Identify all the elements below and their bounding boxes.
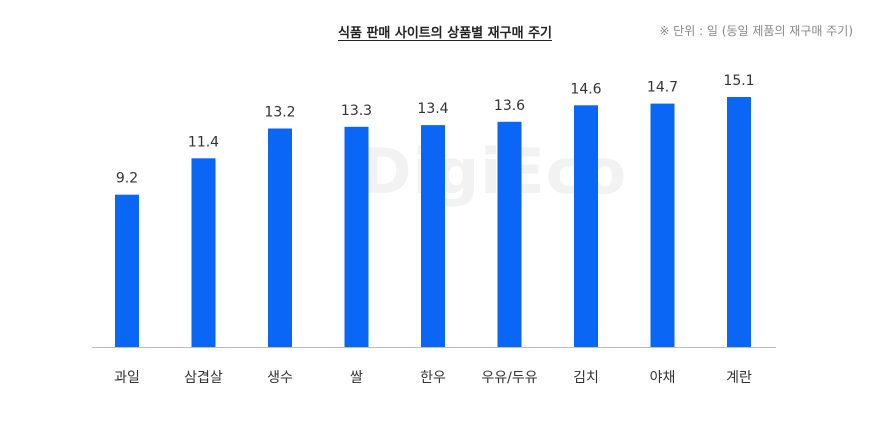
bar-1 [191, 158, 216, 347]
data-label-8: 15.1 [723, 73, 754, 89]
labels-layer: 9.2 과일 11.4 삼겹살 13.2 생수 13.3 쌀 13.4 한우 13.6 우유/두유 14… [114, 73, 754, 386]
bar-0 [115, 194, 139, 347]
bar-7 [650, 103, 675, 347]
bar-8 [727, 97, 751, 347]
data-label-2: 13.2 [264, 105, 295, 121]
x-tick-label-2: 생수 [267, 370, 293, 386]
x-tick-label-0: 과일 [114, 370, 140, 386]
bar-4 [421, 125, 445, 347]
x-tick-label-4: 한우 [420, 370, 446, 386]
data-label-1: 11.4 [188, 134, 219, 150]
data-label-3: 13.3 [341, 103, 372, 119]
x-tick-label-7: 야채 [650, 370, 676, 386]
bar-6 [574, 105, 598, 347]
x-tick-label-8: 계란 [726, 370, 752, 386]
data-label-4: 13.4 [417, 101, 448, 117]
data-label-6: 14.6 [570, 81, 601, 97]
data-label-5: 13.6 [494, 98, 525, 114]
data-label-0: 9.2 [116, 171, 138, 187]
x-tick-label-3: 쌀 [350, 370, 363, 386]
data-label-7: 14.7 [647, 80, 678, 96]
bars-layer [115, 97, 751, 347]
x-tick-label-6: 김치 [573, 370, 599, 386]
bar-2 [268, 128, 292, 347]
bar-5 [497, 121, 522, 347]
x-tick-label-1: 삼겹살 [184, 370, 223, 386]
bar-3 [344, 126, 369, 347]
chart-title: 식품 판매 사이트의 상품별 재구매 주기 [338, 26, 552, 41]
x-tick-label-5: 우유/두유 [481, 370, 537, 386]
unit-note: ※ 단위 : 일 (동일 제품의 재구매 주기) [659, 24, 853, 38]
